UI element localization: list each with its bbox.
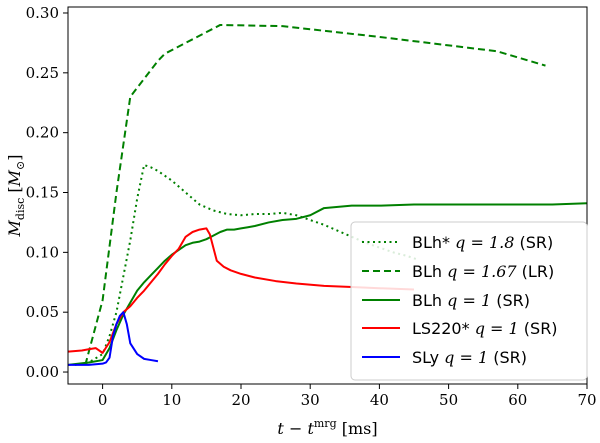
y-label-sun: ⊙ xyxy=(14,161,27,170)
x-tick-label: 60 xyxy=(508,391,527,409)
x-label-unit: [ms] xyxy=(337,419,378,438)
y-tick-label: 0.00 xyxy=(26,363,59,381)
y-label-unit-close: ] xyxy=(5,155,24,161)
x-label-sup: mrg xyxy=(314,417,337,430)
x-tick-label: 30 xyxy=(301,391,320,409)
legend-label-3: LS220* q = 1 (SR) xyxy=(412,319,558,338)
y-tick-label: 0.25 xyxy=(26,64,59,82)
y-tick-label: 0.20 xyxy=(26,124,59,142)
series-line-0 xyxy=(74,163,418,366)
y-tick-label: 0.05 xyxy=(26,303,59,321)
x-tick-label: 10 xyxy=(162,391,181,409)
x-tick-label: 40 xyxy=(370,391,389,409)
legend-label-4: SLy q = 1 (SR) xyxy=(412,348,527,367)
y-tick-label: 0.10 xyxy=(26,243,59,261)
y-tick-label: 0.15 xyxy=(26,184,59,202)
x-label-tm: t xyxy=(307,419,314,438)
y-tick-label: 0.30 xyxy=(26,4,59,22)
ticks-layer: 0 10 20 30 40 50 60 70 0.00 0.05 0.10 0.15 0.20 0.25 0… xyxy=(26,4,597,409)
x-tick-label: 70 xyxy=(577,391,596,409)
series-layer xyxy=(68,23,587,366)
legend-label-1: BLh q = 1.67 (LR) xyxy=(412,262,554,281)
series-line-3 xyxy=(68,227,415,354)
x-label-t: t xyxy=(277,419,284,438)
y-label-sub: disc xyxy=(14,198,27,220)
series-line-2 xyxy=(68,202,587,366)
legend-label-0: BLh* q = 1.8 (SR) xyxy=(412,233,553,252)
y-label-msun: M xyxy=(5,169,24,187)
legend: BLh* q = 1.8 (SR) BLh q = 1.67 (LR) BLh q … xyxy=(350,221,588,381)
legend-label-2: BLh q = 1 (SR) xyxy=(412,291,530,310)
y-label-m: M xyxy=(5,219,24,237)
legend-box xyxy=(350,221,588,381)
y-axis-label: Mdisc [M⊙] xyxy=(5,155,27,238)
y-label-unit-open: [ xyxy=(5,186,24,197)
plot-frame xyxy=(67,6,588,385)
x-tick-label: 50 xyxy=(439,391,458,409)
x-axis-label: t − tmrg [ms] xyxy=(277,417,377,438)
series-line-4 xyxy=(68,311,159,366)
x-tick-label: 20 xyxy=(231,391,250,409)
x-tick-label: 0 xyxy=(98,391,108,409)
x-label-minus: − xyxy=(284,419,308,438)
